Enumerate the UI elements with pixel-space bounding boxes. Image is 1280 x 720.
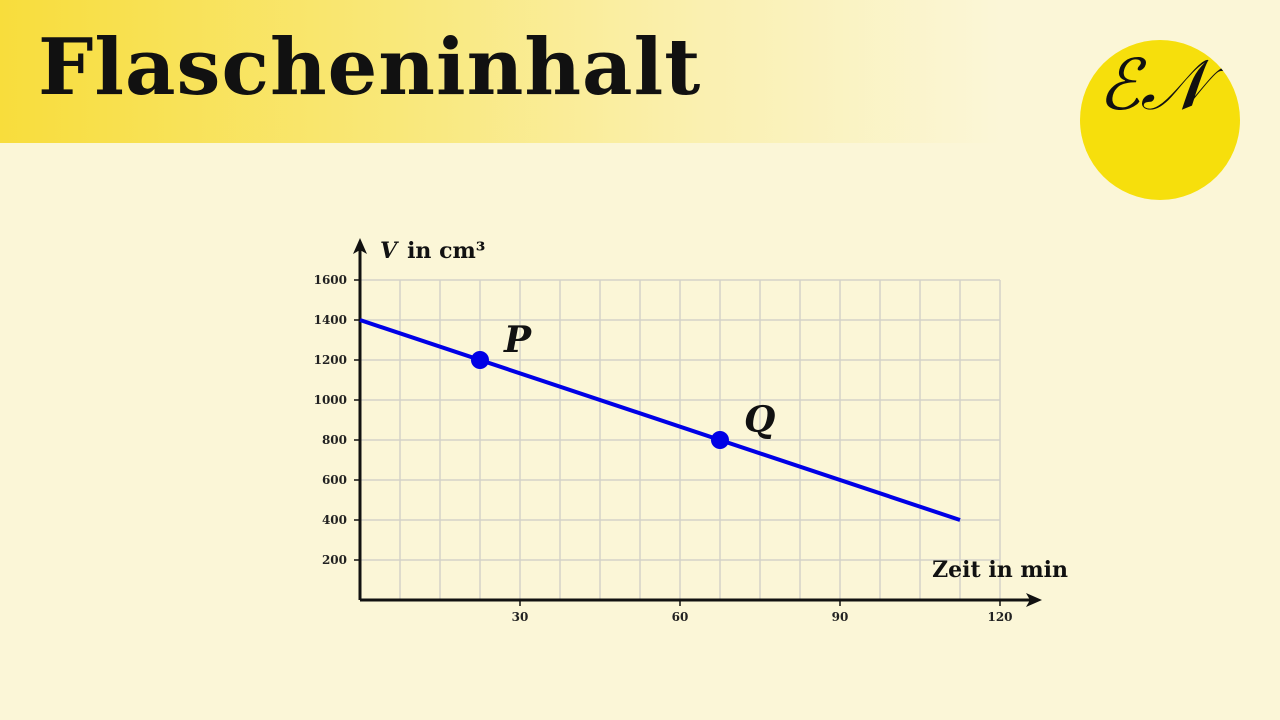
y-axis-arrow-icon (353, 238, 367, 254)
point-p (471, 351, 489, 369)
x-axis-label: Zeit in min (932, 557, 1068, 583)
y-tick-label: 600 (322, 473, 347, 487)
y-tick-label: 1000 (314, 393, 347, 407)
x-tick-label: 60 (672, 610, 689, 624)
y-tick-label: 1200 (314, 353, 347, 367)
point-label-p: P (503, 319, 532, 361)
x-axis-arrow-icon (1026, 593, 1042, 607)
x-tick-label: 120 (987, 610, 1012, 624)
x-tick-label: 90 (832, 610, 849, 624)
y-tick-label: 800 (322, 433, 347, 447)
x-tick-label: 30 (512, 610, 529, 624)
page-title: Flascheninhalt (38, 22, 702, 113)
y-tick-label: 200 (322, 553, 347, 567)
logo-monogram: ℰ𝒩 (1098, 44, 1208, 126)
title-banner: Flascheninhalt (0, 0, 1000, 143)
y-tick-label: 1600 (314, 273, 347, 287)
series-line (359, 318, 961, 522)
y-tick-label: 400 (322, 513, 347, 527)
point-q (711, 431, 729, 449)
y-tick-label: 1400 (314, 313, 347, 327)
logo: ℰ𝒩 (1080, 40, 1240, 200)
point-label-q: Q (744, 399, 775, 441)
